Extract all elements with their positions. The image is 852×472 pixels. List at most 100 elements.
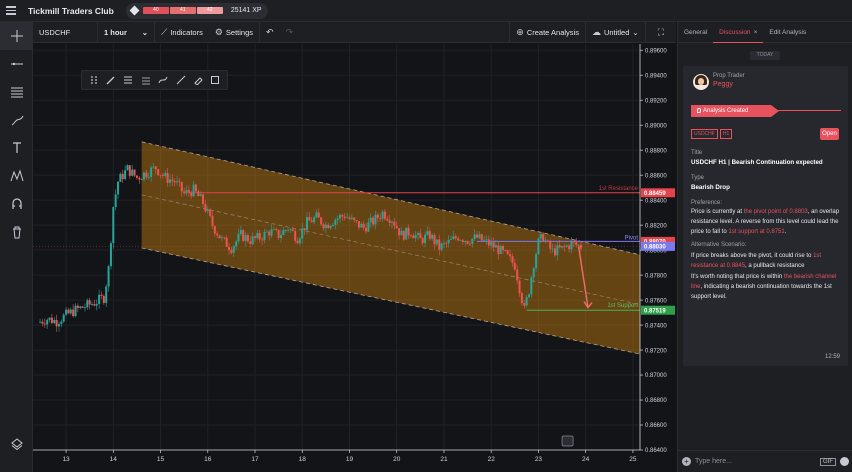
candle-body — [228, 246, 231, 250]
line-style-icon[interactable] — [123, 75, 134, 86]
y-tick-label: 0.88000 — [645, 248, 667, 254]
author-name[interactable]: Peggy — [713, 81, 733, 88]
candle-body — [575, 242, 578, 246]
settings-label: Settings — [225, 27, 254, 37]
current-price-tag-label: 0.88030 — [644, 245, 666, 251]
close-icon[interactable]: × — [753, 28, 758, 36]
candle-body — [157, 169, 160, 175]
delete-tool[interactable] — [0, 218, 33, 246]
layers-tool[interactable] — [0, 430, 33, 458]
y-tick-label: 0.89000 — [645, 123, 667, 129]
candle-body — [164, 173, 167, 176]
candle-body — [119, 173, 122, 182]
candle-body — [457, 238, 460, 241]
tab-edit-analysis[interactable]: Edit Analysis — [769, 28, 807, 36]
fib-tool[interactable] — [0, 78, 33, 106]
drag-handle-icon[interactable] — [88, 75, 99, 86]
redo-button[interactable]: ↷ — [280, 27, 300, 38]
candle-body — [230, 249, 233, 253]
trendline-icon[interactable] — [175, 75, 186, 86]
undo-button[interactable]: ↶ — [260, 27, 280, 38]
curve-icon[interactable] — [158, 75, 169, 86]
xp-indicator[interactable]: 40 41 42 25141 XP — [125, 2, 268, 19]
emoji-icon[interactable] — [840, 457, 849, 466]
candle-body — [126, 165, 129, 171]
candle-body — [535, 254, 538, 269]
save-layout-button[interactable]: ☁ Untitled ⌄ — [586, 27, 645, 38]
line-width-icon[interactable] — [140, 75, 151, 86]
candle-body — [405, 227, 408, 240]
interval-label: 1 hour — [104, 27, 127, 37]
text-tool[interactable] — [0, 134, 33, 162]
open-button[interactable]: Open — [820, 128, 839, 140]
candle-body — [426, 231, 429, 235]
brush-tool[interactable] — [0, 106, 33, 134]
candle-body — [365, 227, 368, 232]
candle-body — [270, 229, 273, 236]
candle-body — [419, 232, 422, 239]
candle-body — [69, 309, 72, 314]
support-price-tag — [641, 305, 675, 315]
channel-lower-line — [141, 247, 641, 355]
candle-body — [395, 225, 398, 229]
avatar[interactable] — [693, 74, 709, 90]
candle-body — [471, 238, 474, 245]
resistance-price-tag — [641, 188, 675, 198]
select-box-icon[interactable] — [210, 75, 221, 86]
header-divider — [509, 21, 511, 43]
preference-label: Preference: — [691, 200, 723, 206]
candle-body — [225, 237, 228, 247]
chart-area[interactable]: 1st Resistance Pivot 1st Support 0.89600 0.8… — [33, 44, 676, 472]
add-attachment-icon[interactable]: + — [682, 457, 691, 466]
timeframe-tag: H1 — [719, 129, 733, 139]
candle-body — [324, 224, 327, 229]
candle-body — [388, 220, 391, 223]
horizontal-line-tool[interactable] — [0, 50, 33, 78]
candle-body — [81, 306, 84, 308]
y-tick-label: 0.89600 — [645, 48, 667, 54]
pencil-icon[interactable] — [106, 75, 117, 86]
eraser-icon[interactable] — [192, 75, 203, 86]
interval-selector[interactable]: 1 hour ⌄ — [98, 28, 154, 37]
crosshair-tool[interactable] — [0, 22, 33, 50]
candle-body — [558, 245, 561, 248]
candle-body — [291, 229, 294, 231]
candle-body — [152, 166, 155, 168]
magnet-tool[interactable] — [0, 190, 33, 218]
pattern-tool[interactable] — [0, 162, 33, 190]
create-analysis-button[interactable]: ⊕ Create Analysis — [510, 27, 585, 38]
candle-body — [367, 222, 370, 232]
indicators-label: Indicators — [170, 27, 203, 37]
candle-body — [176, 181, 179, 183]
tab-general[interactable]: General — [684, 28, 708, 36]
price-axis-background — [640, 44, 676, 472]
level-bar: 40 41 42 — [142, 7, 223, 14]
highlight-run: 1st resistance at 0.8845 — [691, 253, 822, 269]
symbol-selector[interactable]: USDCHF — [39, 27, 71, 37]
candle-body — [527, 294, 530, 298]
candle-body — [301, 228, 304, 239]
price-chart[interactable]: 1st Resistance Pivot 1st Support 0.89600 0.8… — [33, 44, 676, 472]
candle-body — [168, 179, 171, 183]
x-tick-label: 17 — [251, 456, 259, 463]
gif-button[interactable]: GIF — [820, 457, 836, 466]
message-input[interactable]: Type here... — [695, 458, 732, 465]
candle-body — [48, 317, 51, 320]
drawing-toolbar — [0, 22, 33, 472]
pin-icon — [697, 108, 701, 113]
settings-button[interactable]: ⚙ Settings — [209, 27, 259, 38]
fullscreen-button[interactable]: ⛶ — [646, 27, 676, 38]
candle-body — [190, 192, 193, 197]
candle-body — [55, 320, 58, 327]
hamburger-menu-icon[interactable] — [0, 0, 22, 22]
tab-discussion[interactable]: Discussion × — [713, 22, 764, 43]
highlight-run: 1st support at 0.8751 — [728, 229, 785, 235]
indicators-button[interactable]: ⟋ Indicators — [155, 27, 209, 38]
candle-body — [379, 217, 382, 219]
tag-list: USDCHF H1 — [691, 129, 733, 139]
level-segment: 40 — [142, 7, 169, 14]
candle-body — [376, 214, 379, 218]
candle-body — [159, 174, 162, 176]
candle-body — [317, 212, 320, 218]
candle-body — [173, 180, 176, 183]
